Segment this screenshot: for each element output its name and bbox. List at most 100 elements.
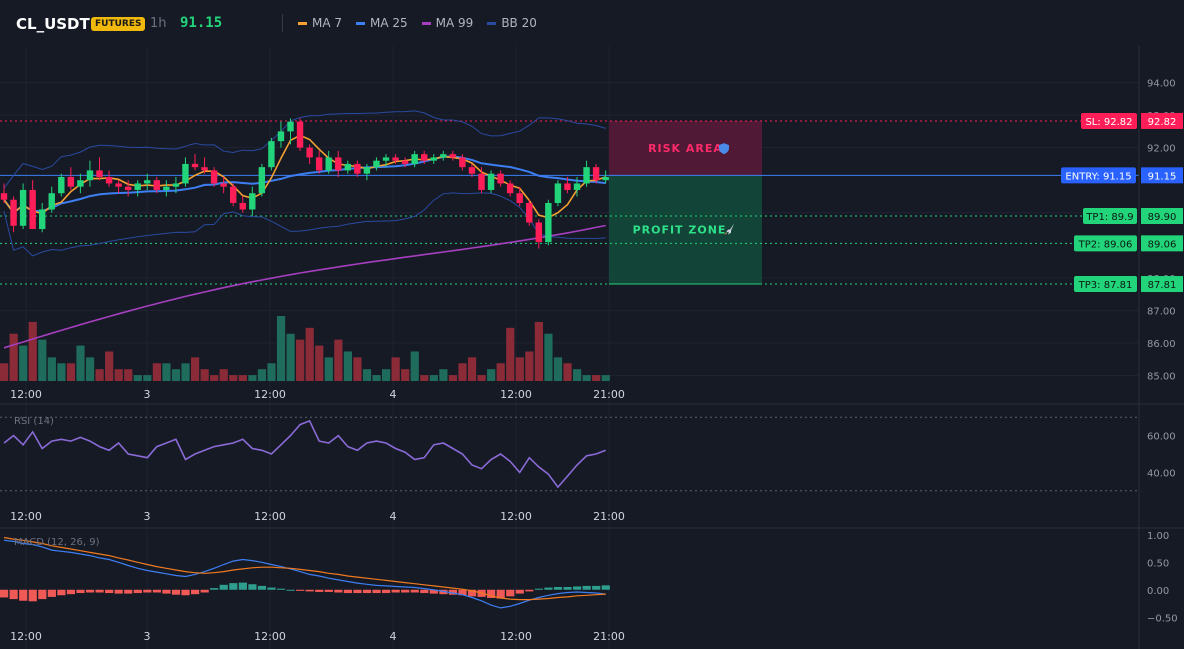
time-label: 12:00 (500, 388, 532, 401)
tp2-axis-price: 89.06 (1148, 239, 1177, 250)
candle[interactable] (39, 202, 46, 233)
candle[interactable] (554, 180, 562, 207)
candle[interactable] (201, 157, 208, 174)
sl-axis-price: 92.82 (1148, 117, 1177, 128)
candle[interactable] (421, 150, 428, 164)
candle[interactable] (105, 170, 113, 187)
candle[interactable] (430, 154, 437, 164)
candle[interactable] (19, 183, 27, 230)
legend-item-bb-20[interactable]: BB 20 (487, 16, 537, 30)
candle[interactable] (296, 118, 304, 151)
candle[interactable] (583, 160, 590, 187)
volume-bar (181, 363, 190, 381)
volume-bar (573, 369, 582, 381)
ma25-line (3, 155, 606, 215)
candle[interactable] (315, 150, 323, 174)
candle[interactable] (411, 150, 418, 168)
candle[interactable] (239, 196, 246, 213)
candle[interactable] (115, 180, 122, 194)
volume-bar (506, 327, 515, 381)
last-price: 91.15 (180, 15, 223, 31)
candle[interactable] (277, 121, 285, 148)
candle[interactable] (230, 183, 237, 207)
macd-hist-bar (267, 587, 276, 590)
candle[interactable] (526, 199, 533, 226)
legend-item-ma-99[interactable]: MA 99 (421, 16, 473, 30)
candle[interactable] (268, 137, 275, 171)
candle[interactable] (506, 180, 514, 197)
candle[interactable] (86, 160, 94, 187)
candle[interactable] (545, 199, 552, 246)
candle[interactable] (191, 154, 199, 171)
candle[interactable] (335, 150, 342, 177)
candle[interactable] (29, 180, 36, 230)
macd-hist-bar (124, 589, 133, 594)
candle[interactable] (459, 154, 466, 171)
macd-hist-bar (582, 585, 591, 590)
candle[interactable] (58, 173, 65, 197)
macd-hist-bar (458, 589, 467, 596)
macd-hist-bar (19, 589, 28, 601)
candle[interactable] (153, 176, 160, 194)
tp2-tag: TP2: 89.06 89.06 (1074, 235, 1183, 252)
candlesticks[interactable] (0, 118, 609, 249)
candle[interactable] (96, 157, 103, 181)
interval-label[interactable]: 1h (150, 16, 167, 31)
candle[interactable] (602, 170, 609, 184)
candle[interactable] (373, 157, 380, 171)
header-divider (282, 14, 283, 32)
candle[interactable] (449, 150, 457, 161)
candle[interactable] (144, 173, 151, 190)
candle[interactable] (67, 167, 75, 190)
symbol-name[interactable]: CL_USDT (16, 15, 90, 33)
legend-item-ma-7[interactable]: MA 7 (298, 16, 342, 30)
price-tick: 87.00 (1147, 306, 1176, 317)
candle[interactable] (287, 118, 294, 145)
tp1-tag-label: TP1: 89.9 (1085, 212, 1133, 223)
candle[interactable] (325, 150, 332, 174)
candle[interactable] (401, 157, 409, 168)
candle[interactable] (592, 163, 600, 184)
candle[interactable] (210, 167, 218, 187)
candle[interactable] (573, 176, 581, 197)
candle[interactable] (487, 170, 495, 194)
candle[interactable] (48, 186, 55, 213)
volume-bar (343, 351, 352, 381)
candle[interactable] (497, 170, 504, 187)
candle[interactable] (535, 219, 542, 249)
level-lines (0, 120, 1139, 285)
legend-item-ma-25[interactable]: MA 25 (356, 16, 408, 30)
time-label: 12:00 (500, 510, 532, 523)
candle[interactable] (392, 154, 399, 164)
candle[interactable] (77, 173, 84, 194)
time-label: 4 (390, 510, 397, 523)
candle[interactable] (354, 160, 361, 177)
candle[interactable] (124, 180, 132, 197)
volume-bar (286, 333, 295, 381)
candle[interactable] (249, 186, 256, 216)
candle[interactable] (478, 167, 485, 194)
entry-axis-price: 91.15 (1148, 171, 1177, 182)
candle[interactable] (382, 154, 390, 168)
candle[interactable] (516, 186, 523, 207)
macd-hist-bar (467, 589, 477, 597)
candle[interactable] (182, 157, 189, 187)
candle[interactable] (134, 180, 141, 197)
candle[interactable] (468, 163, 476, 177)
candle[interactable] (0, 183, 8, 203)
macd-hist-bar (391, 589, 400, 593)
candle[interactable] (172, 176, 180, 194)
candle[interactable] (306, 144, 313, 164)
candle[interactable] (440, 150, 447, 161)
volume-bar (210, 375, 219, 381)
candle[interactable] (363, 163, 371, 181)
candle[interactable] (10, 196, 17, 233)
volume-bar (601, 375, 610, 381)
candle[interactable] (163, 180, 170, 197)
candle[interactable] (344, 160, 351, 174)
candle[interactable] (258, 163, 266, 197)
candle[interactable] (564, 176, 571, 194)
candle[interactable] (220, 176, 227, 194)
